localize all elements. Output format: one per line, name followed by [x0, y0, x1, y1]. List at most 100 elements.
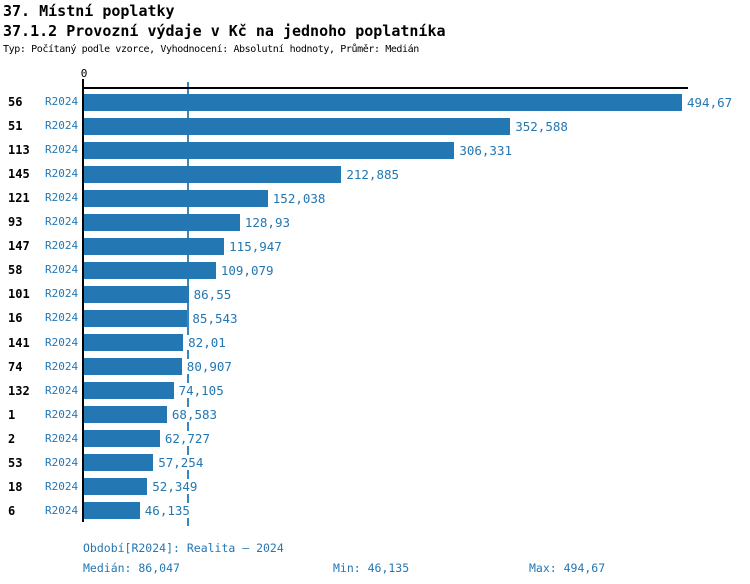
chart-row: 145 R2024 212,885 — [0, 162, 750, 186]
bar — [84, 285, 189, 303]
footer-min: Min: 46,135 — [333, 561, 410, 575]
bar-value-label: 128,93 — [243, 214, 292, 230]
footer-period-info: Období[R2024]: Realita – 2024 — [83, 541, 284, 555]
bar-value-label: 152,038 — [271, 190, 327, 206]
row-category-label: 113 — [8, 143, 30, 158]
row-category-label: 18 — [8, 479, 23, 494]
row-category-label: 51 — [8, 119, 23, 134]
row-category-label: 58 — [8, 263, 23, 278]
y-axis-line — [81, 79, 84, 522]
bar-value-label: 85,543 — [191, 310, 239, 326]
row-period-link[interactable]: R2024 — [45, 215, 79, 229]
bar-value-label: 57,254 — [157, 455, 205, 471]
row-period-link[interactable]: R2024 — [45, 431, 79, 445]
row-period-link[interactable]: R2024 — [45, 359, 79, 373]
bar — [84, 502, 140, 520]
chart-subtitle: Typ: Počítaný podle vzorce, Vyhodnocení:… — [3, 44, 419, 55]
chart-row: 56 R2024 494,67 — [0, 90, 750, 114]
bar — [84, 93, 682, 111]
bar-value-label: 86,55 — [192, 286, 233, 302]
bar — [84, 334, 184, 351]
bar — [84, 213, 240, 231]
bar-value-label: 80,907 — [185, 359, 233, 375]
footer-median: Medián: 86,047 — [83, 561, 180, 575]
chart-row: 101 R2024 86,55 — [0, 282, 750, 306]
bar — [84, 237, 225, 255]
bar — [84, 189, 268, 207]
bar — [84, 309, 188, 327]
bar — [84, 382, 174, 400]
row-period-link[interactable]: R2024 — [45, 287, 79, 301]
row-period-link[interactable]: R2024 — [45, 167, 79, 181]
x-axis-zero-label: 0 — [80, 67, 88, 80]
bar-value-label: 82,01 — [187, 335, 227, 350]
chart-row: 58 R2024 109,079 — [0, 258, 750, 282]
row-category-label: 16 — [8, 311, 23, 326]
row-period-link[interactable]: R2024 — [45, 503, 79, 517]
row-category-label: 74 — [8, 359, 23, 374]
row-period-link[interactable]: R2024 — [45, 143, 79, 157]
row-category-label: 101 — [8, 287, 30, 302]
bar-value-label: 115,947 — [228, 238, 283, 254]
chart-row: 51 R2024 352,588 — [0, 114, 750, 138]
row-category-label: 141 — [8, 335, 30, 350]
bar-value-label: 352,588 — [514, 118, 569, 134]
bar-value-label: 52,349 — [151, 479, 199, 495]
row-category-label: 93 — [8, 215, 23, 230]
row-period-link[interactable]: R2024 — [45, 119, 79, 133]
bar — [84, 165, 342, 183]
median-line — [187, 82, 190, 526]
chart-row: 16 R2024 85,543 — [0, 306, 750, 330]
row-category-label: 145 — [8, 167, 30, 182]
row-period-link[interactable]: R2024 — [45, 335, 79, 349]
bar-value-label: 46,135 — [143, 503, 191, 519]
bar-value-label: 494,67 — [686, 94, 734, 110]
row-period-link[interactable]: R2024 — [45, 263, 79, 277]
row-category-label: 1 — [8, 407, 16, 422]
row-period-link[interactable]: R2024 — [45, 95, 79, 108]
chart-row: 74 R2024 80,907 — [0, 355, 750, 379]
report-section-title: 37. Místní poplatky — [3, 2, 175, 20]
chart-row: 132 R2024 74,105 — [0, 379, 750, 403]
bar — [84, 478, 148, 496]
chart-row: 147 R2024 115,947 — [0, 234, 750, 258]
row-category-label: 132 — [8, 383, 30, 398]
chart-row: 6 R2024 46,135 — [0, 499, 750, 523]
chart-row: 141 R2024 82,01 — [0, 331, 750, 355]
chart-row: 1 R2024 68,583 — [0, 403, 750, 427]
row-period-link[interactable]: R2024 — [45, 455, 79, 469]
chart-row: 53 R2024 57,254 — [0, 451, 750, 475]
chart-row: 18 R2024 52,349 — [0, 475, 750, 499]
x-axis-line — [84, 87, 688, 89]
bar-value-label: 109,079 — [219, 262, 275, 278]
row-period-link[interactable]: R2024 — [45, 311, 79, 325]
row-category-label: 121 — [8, 191, 30, 206]
bar-value-label: 74,105 — [177, 383, 225, 399]
footer-max: Max: 494,67 — [529, 561, 606, 575]
chart-row: 121 R2024 152,038 — [0, 186, 750, 210]
row-category-label: 147 — [8, 239, 30, 254]
bar-value-label: 212,885 — [345, 166, 401, 182]
row-period-link[interactable]: R2024 — [45, 479, 79, 493]
row-period-link[interactable]: R2024 — [45, 239, 79, 253]
row-period-link[interactable]: R2024 — [45, 191, 79, 205]
row-category-label: 6 — [8, 503, 16, 518]
bar-value-label: 306,331 — [458, 142, 513, 158]
row-category-label: 2 — [8, 431, 16, 446]
bar — [84, 406, 167, 424]
chart-row: 2 R2024 62,727 — [0, 427, 750, 451]
row-category-label: 56 — [8, 95, 23, 109]
bar-value-label: 62,727 — [163, 431, 211, 447]
bar — [84, 261, 216, 279]
chart-title: 37.1.2 Provozní výdaje v Kč na jednoho p… — [3, 22, 446, 40]
chart-row: 113 R2024 306,331 — [0, 138, 750, 162]
row-period-link[interactable]: R2024 — [45, 407, 79, 421]
row-period-link[interactable]: R2024 — [45, 383, 79, 397]
bar-value-label: 68,583 — [170, 407, 219, 423]
bar — [84, 430, 160, 448]
bar — [84, 358, 182, 376]
bar — [84, 141, 455, 159]
bar — [84, 454, 154, 472]
